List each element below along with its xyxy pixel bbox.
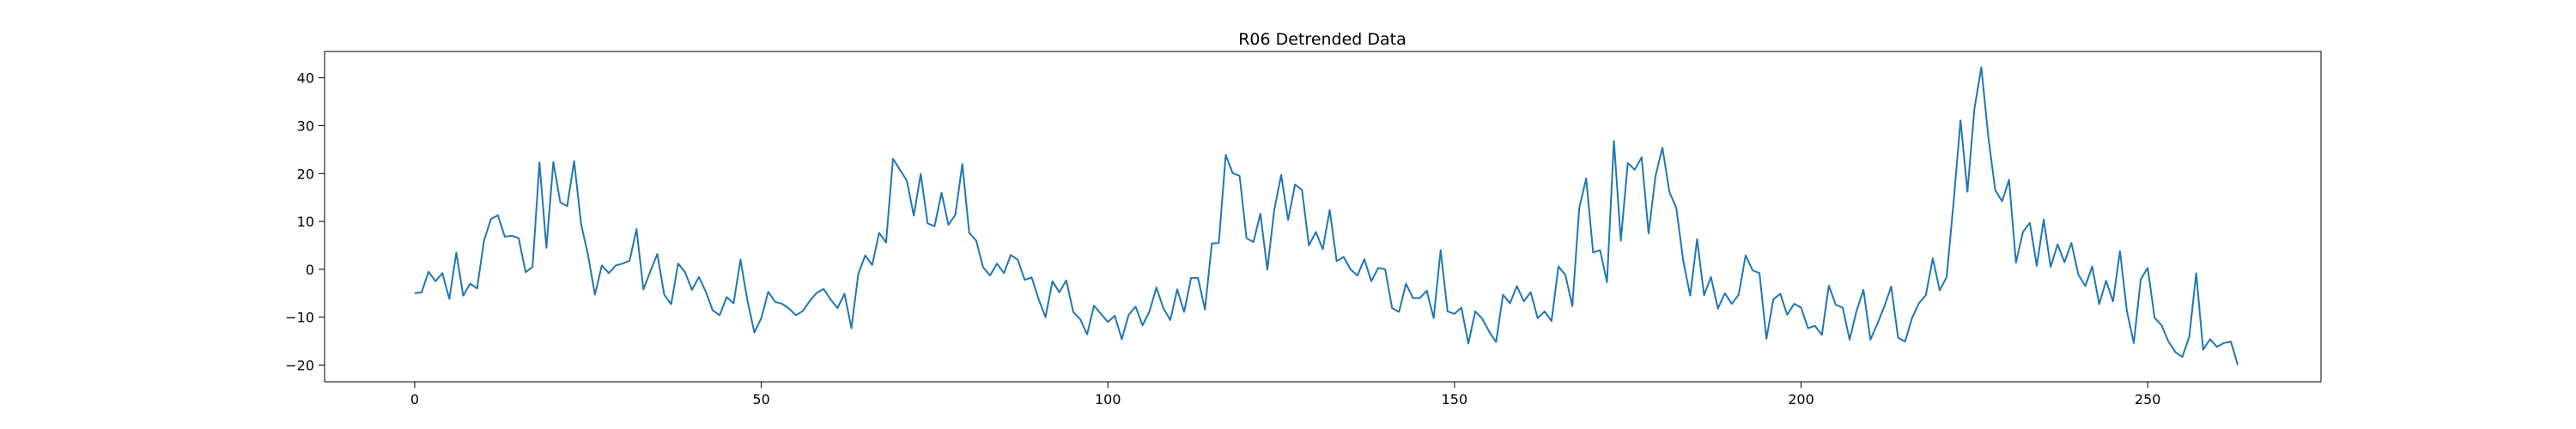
y-tick-label: 30 [297, 118, 314, 134]
y-tick-label: −20 [285, 357, 314, 373]
x-tick-label: 50 [752, 391, 769, 408]
x-tick-label: 250 [2135, 391, 2161, 408]
x-tick-label: 100 [1095, 391, 1121, 408]
x-axis: 0 50 100 150 200 250 [410, 382, 2161, 408]
chart-title: R06 Detrended Data [1238, 30, 1406, 49]
plot-area [414, 66, 2239, 366]
x-tick-label: 0 [410, 391, 419, 408]
y-tick-label: −10 [285, 310, 314, 326]
y-tick-label: 10 [297, 214, 314, 230]
series-line-0 [414, 66, 2239, 366]
y-axis: −20 −10 0 10 20 30 40 [285, 70, 325, 373]
x-tick-label: 150 [1442, 391, 1468, 408]
plot-frame [324, 51, 2322, 383]
y-tick-label: 20 [297, 166, 314, 182]
x-tick-label: 200 [1788, 391, 1814, 408]
y-tick-label: 40 [297, 70, 314, 87]
y-tick-label: 0 [306, 262, 314, 278]
